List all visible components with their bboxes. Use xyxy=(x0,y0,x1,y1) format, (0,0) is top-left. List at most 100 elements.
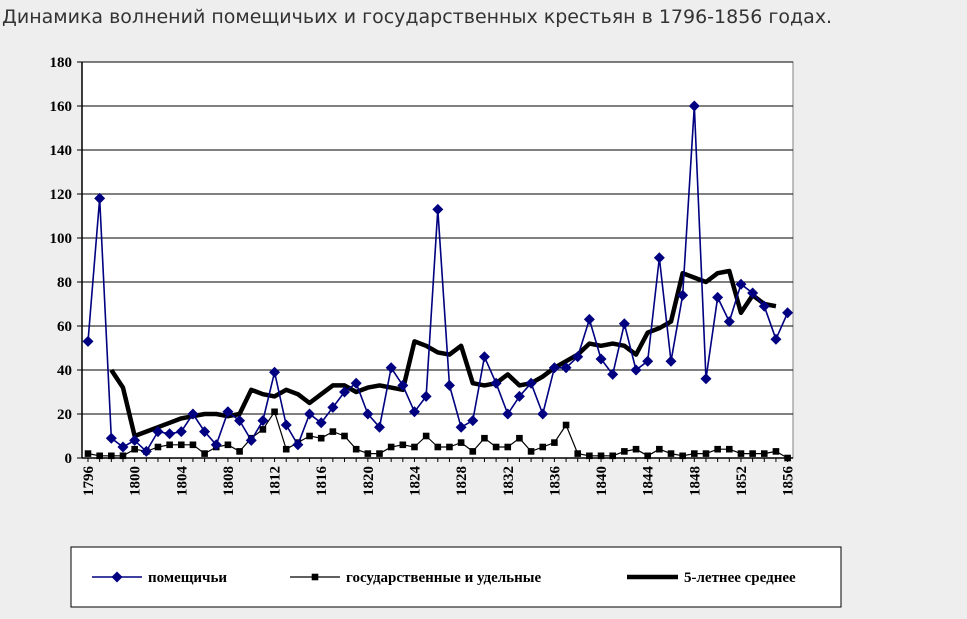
point-pomeshchichi xyxy=(490,377,502,389)
point-pomeshchichi xyxy=(502,408,514,420)
series-5-year-average xyxy=(109,268,777,439)
point-gosudarstvennye xyxy=(189,441,197,449)
point-gosudarstvennye xyxy=(737,450,745,457)
legend-item-pomeshchichi: помещичьи xyxy=(92,570,227,586)
point-gosudarstvennye xyxy=(504,443,512,451)
point-pomeshchichi xyxy=(630,364,642,376)
point-pomeshchichi xyxy=(408,406,420,418)
point-pomeshchichi xyxy=(700,373,712,385)
point-pomeshchichi xyxy=(432,203,444,215)
point-pomeshchichi xyxy=(607,368,619,380)
point-gosudarstvennye xyxy=(317,434,325,442)
point-gosudarstvennye xyxy=(539,443,547,451)
point-gosudarstvennye xyxy=(201,450,208,457)
x-tick-label: 1856 xyxy=(781,466,797,497)
point-gosudarstvennye xyxy=(714,445,721,453)
point-pomeshchichi xyxy=(187,408,199,420)
point-gosudarstvennye xyxy=(166,441,173,449)
point-gosudarstvennye xyxy=(726,445,733,453)
x-tick-label: 1824 xyxy=(407,466,423,497)
point-pomeshchichi xyxy=(758,300,770,312)
point-gosudarstvennye xyxy=(131,445,138,453)
point-pomeshchichi xyxy=(723,316,735,328)
point-pomeshchichi xyxy=(548,362,560,374)
point-gosudarstvennye xyxy=(306,432,313,440)
point-pomeshchichi xyxy=(199,426,211,438)
point-gosudarstvennye xyxy=(784,454,791,462)
point-gosudarstvennye xyxy=(364,450,372,457)
series xyxy=(82,100,794,462)
point-pomeshchichi xyxy=(374,421,385,433)
point-pomeshchichi xyxy=(770,333,782,345)
point-pomeshchichi xyxy=(82,335,94,347)
x-tick-label: 1820 xyxy=(361,466,377,496)
point-pomeshchichi xyxy=(782,307,794,319)
y-tick-label: 60 xyxy=(57,319,72,335)
y-tick-label: 180 xyxy=(50,55,73,71)
point-gosudarstvennye xyxy=(586,452,593,460)
point-gosudarstvennye xyxy=(667,450,675,457)
legend-label: 5-летнее среднее xyxy=(684,570,796,586)
point-pomeshchichi xyxy=(665,355,677,367)
point-gosudarstvennye xyxy=(551,439,558,446)
point-gosudarstvennye xyxy=(376,450,383,457)
legend-item-gosudarstvennye: государственные и удельные xyxy=(290,570,541,586)
x-tick-label: 1848 xyxy=(687,466,703,496)
point-pomeshchichi xyxy=(339,386,351,398)
point-pomeshchichi xyxy=(397,379,409,391)
point-gosudarstvennye xyxy=(399,441,407,449)
legend-box xyxy=(70,546,842,608)
point-gosudarstvennye xyxy=(457,439,465,446)
point-pomeshchichi xyxy=(94,192,106,204)
x-tick-label: 1832 xyxy=(501,466,517,496)
x-tick-label: 1800 xyxy=(128,466,144,496)
page-title: Динамика волнений помещичьих и государст… xyxy=(2,6,833,28)
point-gosudarstvennye xyxy=(702,450,710,457)
x-tick-label: 1808 xyxy=(221,466,237,496)
point-gosudarstvennye xyxy=(609,452,616,460)
point-gosudarstvennye xyxy=(387,443,395,451)
point-pomeshchichi xyxy=(105,432,117,444)
point-gosudarstvennye xyxy=(154,443,162,451)
point-gosudarstvennye xyxy=(352,445,360,453)
point-gosudarstvennye xyxy=(679,452,686,460)
x-tick-label: 1840 xyxy=(594,466,610,496)
x-tick-label: 1816 xyxy=(314,466,330,497)
point-pomeshchichi xyxy=(747,287,759,299)
point-pomeshchichi xyxy=(140,445,152,457)
y-tick-label: 80 xyxy=(57,275,72,291)
y-tick-label: 20 xyxy=(57,407,72,423)
point-gosudarstvennye xyxy=(691,450,698,457)
point-gosudarstvennye xyxy=(749,450,756,457)
point-gosudarstvennye xyxy=(434,443,442,451)
point-gosudarstvennye xyxy=(632,445,640,453)
point-pomeshchichi xyxy=(653,252,665,264)
point-pomeshchichi xyxy=(304,408,316,420)
point-pomeshchichi xyxy=(280,419,292,431)
point-pomeshchichi xyxy=(583,313,595,325)
point-pomeshchichi xyxy=(642,355,654,367)
point-gosudarstvennye xyxy=(597,452,605,460)
point-gosudarstvennye xyxy=(562,421,570,429)
x-tick-label: 1828 xyxy=(454,466,470,496)
legend-label: помещичьи xyxy=(148,570,227,586)
point-gosudarstvennye xyxy=(481,434,488,442)
point-pomeshchichi xyxy=(385,362,397,374)
point-pomeshchichi xyxy=(455,421,467,433)
y-tick-label: 40 xyxy=(57,363,72,379)
x-tick-label: 1812 xyxy=(268,466,284,496)
point-gosudarstvennye xyxy=(621,448,628,455)
point-gosudarstvennye xyxy=(177,441,185,449)
point-pomeshchichi xyxy=(117,441,129,453)
point-pomeshchichi xyxy=(164,428,176,440)
point-pomeshchichi xyxy=(175,426,187,438)
point-gosudarstvennye xyxy=(259,426,267,433)
point-pomeshchichi xyxy=(292,439,304,451)
point-gosudarstvennye xyxy=(96,452,103,460)
y-tick-label: 120 xyxy=(50,187,73,203)
point-pomeshchichi xyxy=(443,379,455,391)
point-pomeshchichi xyxy=(234,415,246,427)
point-pomeshchichi xyxy=(467,415,479,427)
point-gosudarstvennye xyxy=(422,432,430,440)
plot-area xyxy=(81,61,794,459)
